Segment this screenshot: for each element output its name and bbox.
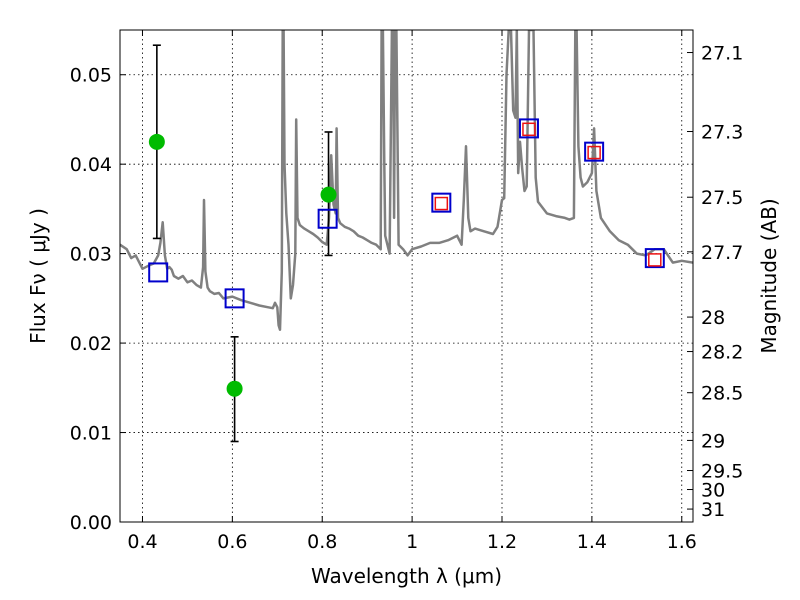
x-tick-label: 1 bbox=[406, 531, 418, 553]
y2-tick-label: 27.1 bbox=[701, 43, 743, 65]
y-tick-label: 0.01 bbox=[70, 423, 112, 445]
model-photometry-square bbox=[518, 118, 539, 139]
x-axis-title: Wavelength λ (μm) bbox=[311, 564, 502, 588]
plot-frame bbox=[119, 29, 694, 523]
x-tick-label: 1.4 bbox=[577, 531, 607, 553]
y-tick-label: 0.05 bbox=[70, 65, 112, 87]
y2-tick-label: 27.5 bbox=[701, 187, 743, 209]
y2-tick-label: 29.5 bbox=[701, 461, 743, 483]
y-tick-label: 0.02 bbox=[70, 333, 112, 355]
y2-tick-label: 27.3 bbox=[701, 122, 743, 144]
model-photometry-inner-square bbox=[648, 253, 662, 267]
model-photometry-square bbox=[644, 248, 665, 269]
y-tick-label: 0.04 bbox=[70, 154, 112, 176]
model-photometry-inner-square bbox=[522, 122, 536, 137]
x-tick-label: 1.2 bbox=[487, 531, 517, 553]
x-tick-label: 0.8 bbox=[307, 531, 337, 553]
plot-area bbox=[120, 30, 693, 443]
observed-point bbox=[148, 133, 165, 150]
y2-tick-label: 27.7 bbox=[701, 242, 743, 264]
y2-tick-label: 29 bbox=[701, 430, 725, 452]
model-photometry-square bbox=[431, 192, 452, 213]
model-photometry-square bbox=[584, 141, 605, 162]
y-tick-label: 0.03 bbox=[70, 244, 112, 266]
model-photometry-inner-square bbox=[434, 196, 449, 211]
y2-tick-label: 28.2 bbox=[701, 342, 743, 364]
y-tick-label: 0.00 bbox=[70, 512, 112, 534]
y2-tick-label: 28 bbox=[701, 307, 725, 329]
y-axis-title: Flux Fν ( μJy ) bbox=[26, 208, 50, 344]
model-photometry-square bbox=[224, 288, 245, 309]
model-spectrum-line bbox=[120, 30, 693, 331]
y2-axis-title: Magnitude (AB) bbox=[757, 198, 781, 353]
y2-tick-label: 28.5 bbox=[701, 383, 743, 405]
y2-tick-label: 30 bbox=[701, 480, 725, 502]
ticks: 0.4 0.6 0.8 1 1.2 1.4 1.6 0.00 0.01 0.02 0.03 0.04 0… bbox=[70, 30, 743, 553]
observed-point bbox=[226, 380, 243, 397]
x-tick-label: 0.6 bbox=[217, 531, 247, 553]
model-photometry-square bbox=[317, 208, 338, 229]
model-photometry-inner-square bbox=[587, 145, 601, 160]
x-tick-label: 1.6 bbox=[667, 531, 697, 553]
y2-tick-label: 31 bbox=[701, 499, 725, 521]
axis-titles: Wavelength λ (μm) Flux Fν ( μJy ) Magnit… bbox=[26, 198, 781, 588]
model-photometry-square bbox=[148, 262, 169, 283]
observed-point bbox=[320, 186, 337, 203]
x-tick-label: 0.4 bbox=[127, 531, 157, 553]
